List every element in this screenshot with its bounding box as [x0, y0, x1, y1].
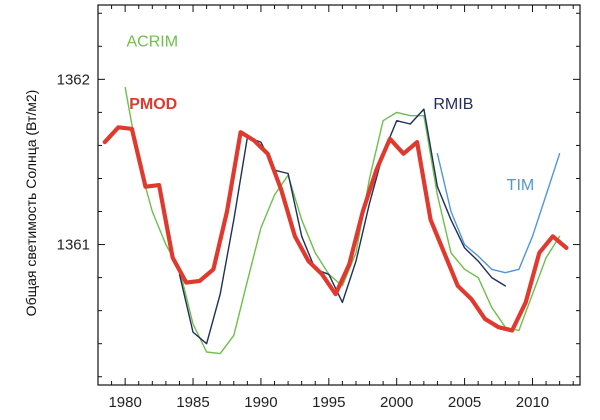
y-axis-label: Общая светимость Солнца (Вт/м2) — [23, 90, 39, 317]
y-tick-label: 1362 — [57, 71, 90, 88]
series-label-tim: TIM — [507, 177, 535, 194]
ticks-layer: 1980 1985 1990 1995 2000 2005 2010 1361 1362 — [57, 5, 580, 411]
series-line-rmib — [178, 108, 506, 345]
series-tim — [436, 153, 561, 274]
series-rmib — [178, 108, 506, 345]
y-tick-label: 1361 — [57, 237, 90, 254]
labels-layer: ACRIM PMOD RMIB TIM — [127, 33, 535, 194]
x-tick-label: 2005 — [448, 394, 481, 411]
series-pmod — [102, 125, 569, 333]
x-tick-label: 1990 — [244, 394, 277, 411]
series-layer — [102, 86, 569, 355]
series-label-rmib: RMIB — [433, 96, 473, 113]
x-tick-label: 1985 — [176, 394, 209, 411]
series-line-pmod — [102, 125, 569, 333]
series-line-acrim — [124, 86, 561, 355]
plot-frame — [97, 4, 581, 386]
series-line-tim — [436, 153, 561, 274]
x-tick-label: 1995 — [312, 394, 345, 411]
x-tick-label: 1980 — [108, 394, 141, 411]
series-acrim — [124, 86, 561, 355]
x-tick-label: 2010 — [516, 394, 549, 411]
x-tick-label: 2000 — [380, 394, 413, 411]
series-label-acrim: ACRIM — [127, 33, 179, 50]
series-label-pmod: PMOD — [129, 96, 177, 113]
